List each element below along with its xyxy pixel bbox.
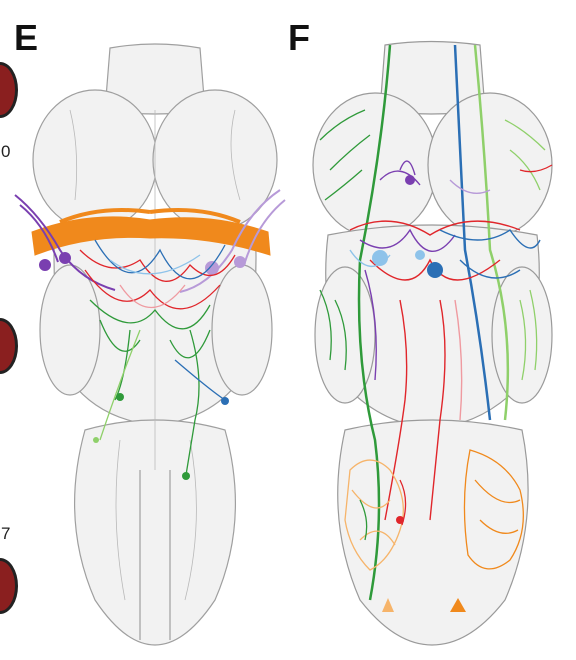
- panel-e-neuron-rendering: [14, 43, 286, 646]
- panel-f-descending-tracts: [357, 44, 510, 601]
- panel-f-abdominal-arbors: [344, 449, 524, 571]
- panel-f-central-arbors: [349, 160, 541, 521]
- panel-e-purple-neurons: [14, 189, 286, 293]
- panel-f-neuron-rendering: [312, 40, 553, 646]
- edge-label-bottom: 7: [1, 524, 11, 543]
- panel-e-orange-neurons: [31, 207, 271, 256]
- panel-label-e: E: [14, 17, 39, 58]
- panel-label-f: F: [288, 17, 310, 58]
- panel-f-lateral-arbors: [319, 109, 553, 381]
- panel-e-tangled-arbors: [79, 239, 236, 476]
- panel-f-brain-outline: [312, 40, 553, 646]
- edge-label-top: 0: [1, 142, 11, 161]
